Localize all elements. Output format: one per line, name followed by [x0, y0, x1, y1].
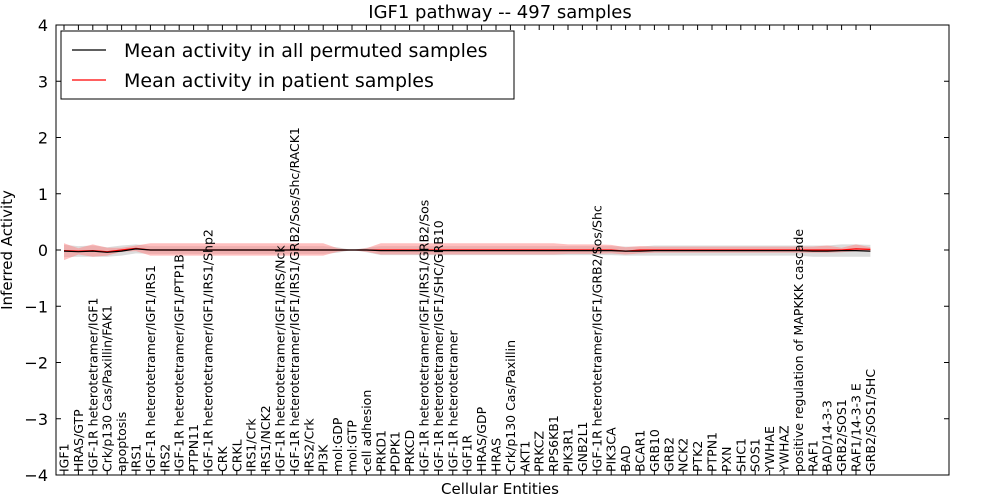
- x-tick-label: IRS1: [129, 444, 144, 472]
- chart-title: IGF1 pathway -- 497 samples: [368, 2, 631, 23]
- y-tick-label: 3: [38, 72, 48, 91]
- x-tick-label: PI3K: [316, 444, 331, 472]
- x-tick-label: GNB2L1: [575, 422, 590, 472]
- x-tick-label: mol:GDP: [330, 417, 345, 472]
- x-axis-label: Cellular Entities: [441, 480, 559, 498]
- y-tick-label: −3: [24, 410, 48, 429]
- band-patient: [64, 243, 871, 261]
- x-tick-label: PTPN1: [705, 432, 720, 472]
- x-tick-label: IGF-1R heterotetramer/IGF1/IRS1/GRB2/Sos…: [287, 127, 302, 472]
- x-tick-label: Crk/p130 Cas/Paxillin: [503, 340, 518, 472]
- y-tick-label: 0: [38, 241, 48, 260]
- x-tick-label: SHC1: [733, 438, 748, 472]
- x-tick-label: PIK3CA: [604, 427, 619, 472]
- x-tick-label: IGF-1R heterotetramer/IGF1/SHC/GRB10: [431, 220, 446, 472]
- x-tick-label: GRB2/SOS1/SHC: [863, 369, 878, 472]
- x-tick-label: BCAR1: [633, 430, 648, 472]
- y-axis: −4 −3 −2 −1 0 1 2 3 4: [24, 16, 949, 485]
- x-tick-label: apoptosis: [114, 412, 129, 472]
- x-tick-label: RPS6KB1: [546, 415, 561, 472]
- x-tick-label: PTK2: [690, 441, 705, 472]
- x-tick-label: HRAS/GDP: [474, 406, 489, 472]
- x-tick-label: SOS1: [748, 438, 763, 472]
- x-tick-label: mol:GTP: [345, 420, 360, 472]
- legend-label-patient: Mean activity in patient samples: [124, 70, 434, 92]
- x-tick-label: IGF-1R heterotetramer/IGF1/GRB2/Sos/Shc: [589, 205, 604, 472]
- x-tick-labels: IGF1 HRAS/GTP IGF-1R heterotetramer/IGF1 Cr…: [57, 25, 878, 475]
- x-tick-label: IRS2: [157, 444, 172, 472]
- x-tick-label: HRAS/GTP: [71, 409, 86, 472]
- x-tick-label: AKT1: [517, 441, 532, 472]
- x-tick-label: CRKL: [229, 439, 244, 472]
- y-axis-label: Inferred Activity: [0, 190, 16, 310]
- x-tick-label: Crk/p130 Cas/Paxillin/FAK1: [100, 305, 115, 472]
- x-tick-label: IRS1/Crk: [244, 418, 259, 472]
- x-tick-label: PXN: [719, 447, 734, 472]
- x-tick-label: IGF-1R heterotetramer/IGF1/IRS1/GRB2/Sos: [417, 200, 432, 472]
- x-tick-label: IRS2/Crk: [301, 418, 316, 472]
- x-tick-label: YWHAE: [762, 426, 777, 473]
- x-tick-label: IGF-1R heterotetramer: [445, 329, 460, 472]
- x-tick-label: PIK3R1: [561, 428, 576, 472]
- x-tick-label: IGF-1R heterotetramer/IGF1/PTP1B: [172, 254, 187, 472]
- x-tick-label: BAD: [618, 445, 633, 472]
- x-tick-label: RAF1: [805, 440, 820, 472]
- y-tick-label: 4: [38, 16, 48, 35]
- x-tick-label: IGF-1R heterotetramer/IGF1/IRS1/Shp2: [201, 229, 216, 472]
- x-tick-label: HRAS: [489, 438, 504, 472]
- x-tick-label: PDPK1: [388, 431, 403, 472]
- x-tick-label: IGF1: [57, 443, 72, 472]
- series-lines: [63, 247, 871, 253]
- x-tick-label: GRB2: [661, 437, 676, 472]
- x-tick-label: PTPN11: [186, 424, 201, 472]
- x-tick-label: PRKD1: [373, 430, 388, 472]
- legend-box: [60, 30, 515, 100]
- x-tick-label: IGF1R: [460, 434, 475, 472]
- x-tick-label: PRKCD: [402, 430, 417, 472]
- y-tick-label: −1: [24, 297, 48, 316]
- y-tick-label: 2: [38, 129, 48, 148]
- x-tick-label: cell adhesion: [359, 390, 374, 472]
- x-tick-label: IRS1/NCK2: [258, 405, 273, 472]
- legend: Mean activity in all permuted samples Me…: [60, 30, 515, 100]
- y-tick-label: 1: [38, 185, 48, 204]
- legend-label-permuted: Mean activity in all permuted samples: [124, 40, 487, 62]
- x-tick-label: YWHAZ: [777, 425, 792, 473]
- x-tick-label: NCK2: [676, 438, 691, 472]
- x-tick-label: CRK: [215, 446, 230, 472]
- line-permuted: [63, 248, 871, 253]
- x-tick-label: GRB10: [647, 429, 662, 472]
- x-tick-label: RAF1/14-3-3 E: [849, 383, 864, 472]
- y-tick-label: −2: [24, 354, 48, 373]
- x-tick-label: PRKCZ: [532, 431, 547, 472]
- x-tick-label: positive regulation of MAPKKK cascade: [791, 229, 806, 472]
- y-tick-label: −4: [24, 466, 48, 485]
- x-tick-label: IGF-1R heterotetramer/IGF1/IRS/Nck: [273, 245, 288, 472]
- x-tick-label: GRB2/SOS1: [834, 399, 849, 472]
- x-tick-label: IGF-1R heterotetramer/IGF1: [85, 298, 100, 472]
- x-tick-label: IGF-1R heterotetramer/IGF1/IRS1: [143, 265, 158, 472]
- x-tick-label: BAD/14-3-3: [820, 400, 835, 472]
